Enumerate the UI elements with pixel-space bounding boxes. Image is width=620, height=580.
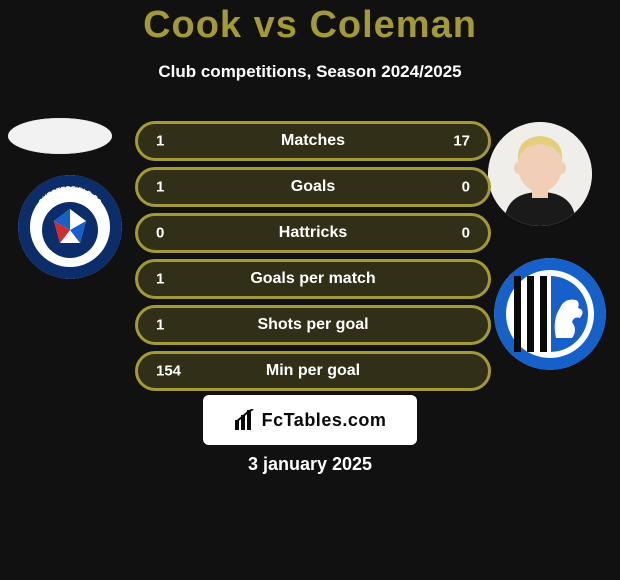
stat-row: 1 Matches 17 [135,121,491,161]
stat-left-value: 154 [156,363,181,380]
stat-label: Goals [291,178,335,196]
stat-row: 1 Goals 0 [135,167,491,207]
fctables-badge: FcTables.com [203,395,417,445]
player-left-avatar [8,118,112,154]
stat-left-value: 1 [156,271,164,288]
stat-right-value: 0 [462,179,470,196]
club-left-crest-svg: CHESTERFIELD FC [18,175,122,279]
stat-row: 0 Hattricks 0 [135,213,491,253]
stat-right-value: 17 [453,133,470,150]
fctables-text: FcTables.com [262,410,387,431]
infographic-date: 3 january 2025 [0,454,620,475]
stat-row: 154 Min per goal [135,351,491,391]
stat-row: 1 Goals per match [135,259,491,299]
stat-label: Hattricks [279,224,347,242]
club-right-crest-svg: GILLINGHAM FOOTBALL CLUB [494,258,606,370]
stat-label: Min per goal [266,362,360,380]
player-left-silhouette [8,118,112,154]
stat-label: Shots per goal [257,316,368,334]
stat-label: Goals per match [250,270,375,288]
stat-left-value: 1 [156,317,164,334]
club-right-crest: GILLINGHAM FOOTBALL CLUB [494,258,606,370]
stat-right-value: 0 [462,225,470,242]
stat-left-value: 0 [156,225,164,242]
player-right-avatar [488,122,592,226]
stat-label: Matches [281,132,345,150]
page-title: Cook vs Coleman [0,4,620,47]
subtitle: Club competitions, Season 2024/2025 [0,62,620,82]
fctables-icon [234,409,256,431]
stat-row: 1 Shots per goal [135,305,491,345]
stat-left-value: 1 [156,179,164,196]
club-left-crest: CHESTERFIELD FC [18,175,122,279]
stat-left-value: 1 [156,133,164,150]
player-right-avatar-svg [488,122,592,226]
